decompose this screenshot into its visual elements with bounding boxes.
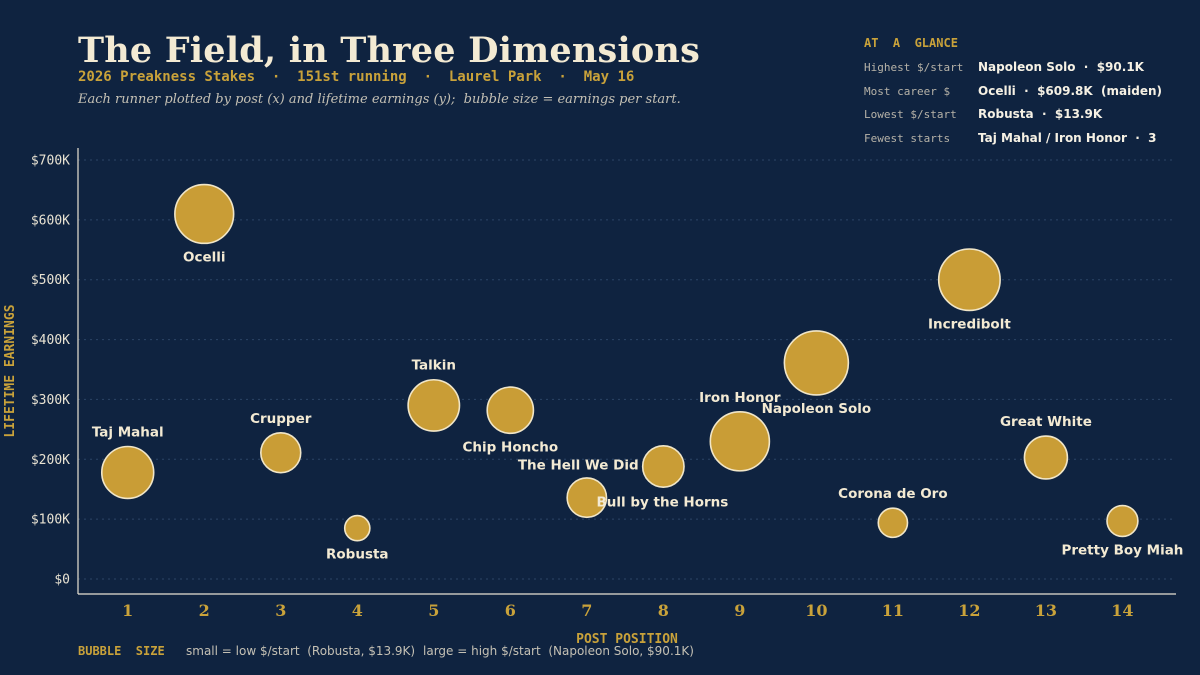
glance-row-lowest-per-start: Lowest $/start Robusta · $13.9K	[864, 107, 1184, 131]
chart-subtitle: 2026 Preakness Stakes · 151st running · …	[78, 69, 635, 85]
x-axis-label: POST POSITION	[576, 632, 678, 647]
x-tick-label: 8	[658, 601, 669, 620]
runner-label: Taj Mahal	[92, 425, 164, 441]
x-tick-label: 1	[122, 601, 133, 620]
y-axis-label: LIFETIME EARNINGS	[3, 304, 18, 437]
bubble-talkin	[407, 378, 461, 432]
glance-row-fewest-starts: Fewest starts Taj Mahal / Iron Honor · 3	[864, 131, 1184, 155]
legend-heading: BUBBLE SIZE	[78, 644, 165, 658]
bubble-ocelli	[174, 183, 235, 245]
runner-label: Corona de Oro	[838, 486, 947, 502]
bubble-robusta	[343, 514, 371, 542]
bubble-corona-de-oro	[877, 507, 909, 539]
x-tick-label: 5	[428, 601, 439, 620]
glance-key: Most career $	[864, 84, 951, 98]
glance-key: Fewest starts	[864, 131, 951, 145]
glance-value: Robusta · $13.9K	[978, 107, 1103, 121]
chart-title: The Field, in Three Dimensions	[78, 30, 700, 71]
bubble-iron-honor	[709, 411, 771, 472]
y-tick-label: $600K	[31, 213, 70, 228]
runner-label: Talkin	[412, 358, 456, 374]
runner-label: Pretty Boy Miah	[1061, 542, 1183, 558]
glance-row-most-career: Most career $ Ocelli · $609.8K (maiden)	[864, 84, 1184, 108]
y-tick-label: $300K	[31, 393, 70, 408]
bubble-incredibolt	[937, 248, 1001, 312]
y-tick-label: $700K	[31, 153, 70, 168]
bubble-chip-honcho	[486, 386, 535, 435]
glance-key: Highest $/start	[864, 61, 964, 74]
glance-value: Napoleon Solo · $90.1K	[978, 60, 1144, 74]
glance-value: Ocelli · $609.8K (maiden)	[978, 83, 1162, 98]
chart-description: Each runner plotted by post (x) and life…	[78, 92, 681, 107]
bubble-bull-by-the-horns	[566, 477, 608, 519]
bubble-crupper	[260, 431, 302, 474]
legend-small: small = low $/start (Robusta, $13.9K)	[186, 644, 416, 658]
y-tick-label: $400K	[31, 333, 70, 348]
y-tick-label: $200K	[31, 453, 70, 468]
runner-label: Iron Honor	[699, 390, 781, 406]
bubbles	[100, 183, 1139, 542]
bubble-great-white	[1023, 435, 1069, 480]
x-axis-ticks: 1 2 3 4 5 6 7 8 9 10 11 12 13 14	[122, 601, 1133, 620]
x-tick-label: 2	[199, 601, 210, 620]
x-tick-label: 6	[505, 601, 516, 620]
legend-large: large = high $/start (Napoleon Solo, $90…	[423, 644, 694, 658]
runner-label: Chip Honcho	[463, 439, 559, 455]
glance-key: Lowest $/start	[864, 108, 957, 121]
x-tick-label: 11	[882, 601, 904, 620]
runner-labels: Taj Mahal Ocelli Crupper Robusta Talkin Chip …	[92, 249, 1184, 562]
y-axis-ticks: $0 $100K $200K $300K $400K $500K $600K $700K	[31, 153, 70, 587]
x-tick-label: 12	[958, 601, 980, 620]
bubble-pretty-boy-miah	[1106, 504, 1139, 538]
glance-row-highest-per-start: Highest $/start Napoleon Solo · $90.1K	[864, 60, 1184, 84]
runner-label: Bull by the Horns	[596, 495, 728, 511]
at-a-glance-panel: AT A GLANCE Highest $/start Napoleon Sol…	[864, 36, 1184, 154]
x-tick-label: 13	[1035, 601, 1057, 620]
y-tick-label: $500K	[31, 273, 70, 288]
y-tick-label: $100K	[31, 513, 70, 528]
x-tick-label: 3	[275, 601, 286, 620]
bubble-napoleon-solo	[783, 330, 850, 396]
runner-label: Great White	[1000, 414, 1092, 430]
runner-label: The Hell We Did	[518, 457, 639, 473]
runner-label: Ocelli	[183, 249, 226, 265]
x-tick-label: 14	[1111, 601, 1133, 620]
runner-label: Incredibolt	[928, 316, 1011, 332]
x-tick-label: 7	[581, 601, 592, 620]
y-tick-label: $0	[54, 573, 70, 588]
bubble-the-hell-we-did	[641, 445, 685, 488]
grid-lines	[78, 159, 1176, 580]
bubble-taj-mahal	[100, 445, 155, 500]
runner-label: Crupper	[250, 411, 312, 427]
x-tick-label: 4	[352, 601, 363, 620]
x-tick-label: 10	[805, 601, 827, 620]
glance-value: Taj Mahal / Iron Honor · 3	[978, 130, 1157, 145]
at-a-glance-heading: AT A GLANCE	[864, 36, 958, 50]
runner-label: Napoleon Solo	[762, 401, 872, 417]
bubble-size-legend: BUBBLE SIZE small = low $/start (Robusta…	[78, 644, 694, 658]
x-tick-label: 9	[734, 601, 745, 620]
runner-label: Robusta	[326, 547, 389, 563]
